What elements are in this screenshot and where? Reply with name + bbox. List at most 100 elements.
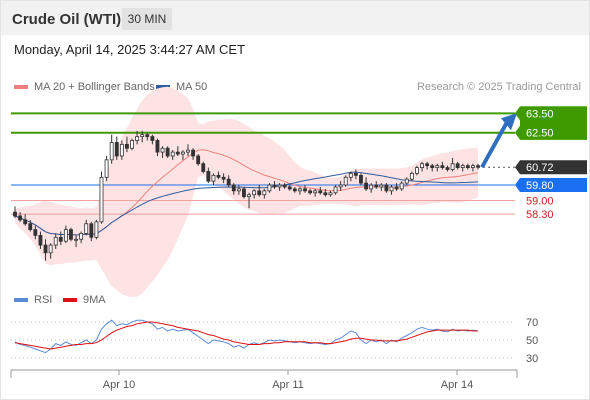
candle (216, 171, 221, 180)
candle (272, 181, 277, 189)
candle-body (84, 223, 89, 234)
candle (359, 173, 363, 186)
candle-body (74, 238, 78, 241)
candle (13, 206, 17, 218)
candle-body (399, 182, 404, 190)
candle (206, 167, 211, 184)
price-tag-text: 58.30 (526, 209, 554, 221)
candle (455, 161, 460, 170)
x-axis-tick-label: Apr 10 (103, 379, 135, 391)
candle-body (348, 173, 353, 178)
candle-body (89, 223, 94, 238)
candle-body (125, 143, 129, 149)
candle (318, 186, 323, 195)
candle (236, 185, 241, 195)
candle-body (455, 163, 460, 169)
price-tag-text: 59.80 (526, 180, 554, 192)
timeframe-button[interactable]: 30 MIN (122, 8, 172, 30)
bollinger-band (15, 86, 478, 298)
rsi-level-label: 70 (526, 317, 538, 329)
candle (221, 173, 226, 184)
candle-body (170, 151, 175, 157)
candle (155, 138, 160, 156)
candle (389, 185, 394, 195)
candle-body (404, 178, 409, 184)
candle-body (58, 236, 63, 242)
candle-body (277, 184, 282, 188)
candle-body (104, 159, 109, 178)
candle (33, 225, 38, 240)
candle-body (420, 163, 424, 169)
candle (99, 171, 104, 224)
candle (211, 173, 216, 186)
candle (277, 183, 282, 191)
candle (303, 185, 307, 193)
candle-body (425, 163, 430, 167)
candle (74, 235, 78, 248)
candle-body (369, 184, 374, 190)
candle (435, 163, 440, 172)
candle (420, 161, 424, 172)
candle-body (186, 149, 190, 153)
candle (170, 150, 175, 160)
candle (247, 192, 251, 209)
ma9-legend-swatch (63, 298, 77, 302)
candle (404, 177, 409, 186)
resistance-tag-text: 63.50 (526, 108, 554, 120)
candle (292, 186, 297, 193)
candle (343, 175, 348, 187)
candle (460, 163, 465, 172)
candle (440, 161, 445, 170)
candle-body (242, 188, 246, 198)
candle-body (297, 188, 302, 192)
instrument-title: Crude Oil (WTI) (12, 11, 122, 28)
candle-body (338, 184, 343, 188)
rsi-line (14, 319, 479, 354)
candle-body (191, 149, 196, 157)
candle (231, 183, 236, 195)
candle-body (252, 190, 257, 196)
price-label-support: 59.00 (526, 196, 554, 208)
candle (175, 146, 180, 156)
candle-body (231, 184, 236, 192)
candle-body (323, 192, 328, 196)
candle-body (247, 194, 251, 198)
candle-body (28, 223, 33, 230)
candle-body (216, 174, 221, 178)
candle (201, 161, 206, 174)
candle-body (79, 233, 84, 240)
candle (48, 243, 53, 259)
candle-body (287, 186, 292, 190)
candle (114, 136, 119, 160)
rsi-legend-label: RSI (34, 294, 53, 306)
candle-body (445, 167, 450, 170)
candle (465, 163, 470, 170)
candle-body (165, 147, 170, 157)
candle-body (63, 229, 68, 242)
candle (53, 233, 58, 249)
candle (450, 157, 455, 172)
candle (165, 146, 170, 158)
candle-body (470, 165, 475, 169)
candle (282, 183, 287, 189)
candle (145, 132, 150, 141)
candle (58, 231, 63, 246)
resistance-tag-block (520, 106, 587, 140)
candle-body (33, 229, 38, 236)
candle (379, 183, 384, 191)
candle (374, 181, 379, 189)
candle-body (318, 190, 323, 194)
candle (186, 144, 190, 156)
header-bar: Crude Oil (WTI) 30 MIN (1, 1, 589, 35)
credit-label: Research © 2025 Trading Central (416, 81, 581, 93)
candle (323, 188, 328, 197)
candle-body (130, 140, 134, 149)
candle (79, 231, 84, 244)
candle (297, 186, 302, 195)
candle (109, 134, 114, 164)
candle-body (135, 136, 140, 141)
candle (252, 188, 257, 199)
candle (23, 214, 28, 226)
candle (333, 185, 338, 195)
